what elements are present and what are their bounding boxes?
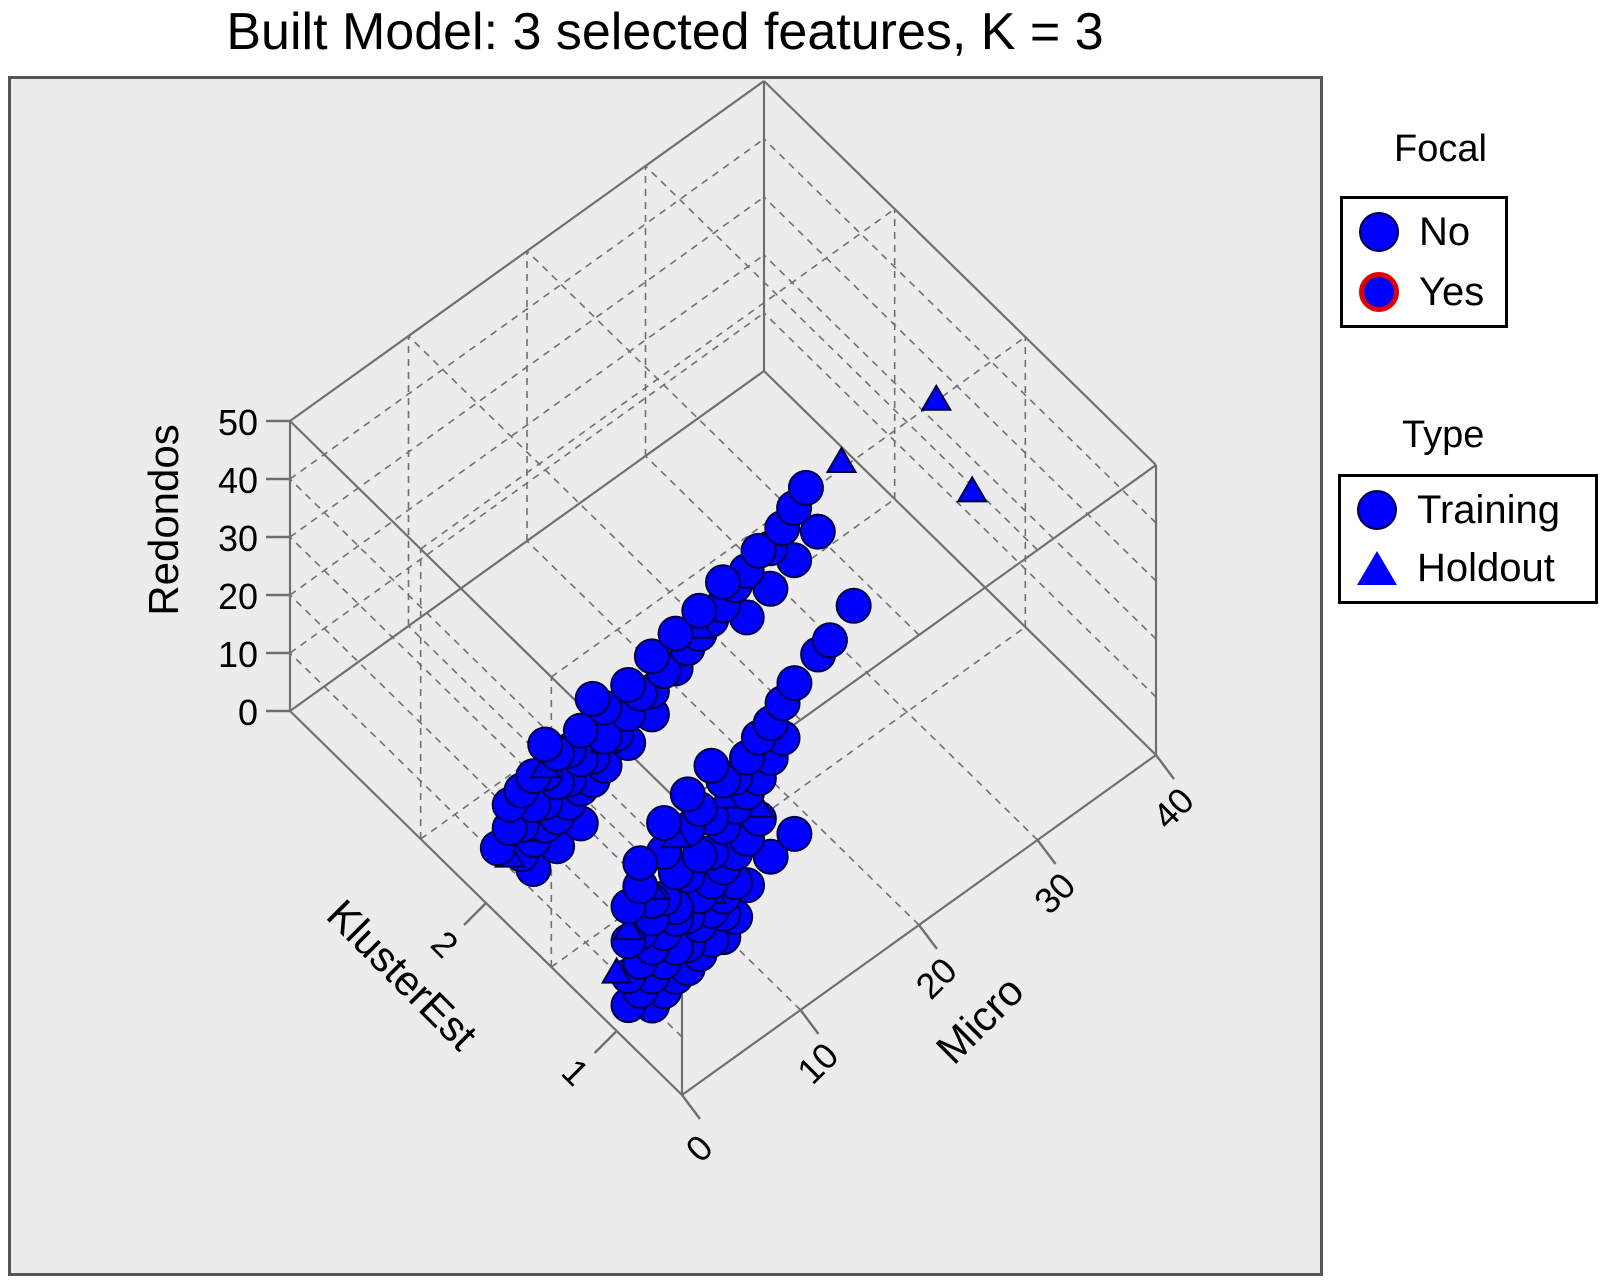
data-point-training (657, 615, 694, 652)
legend-symbol-holdout (1357, 551, 1397, 585)
z-tick-label: 20 (218, 576, 258, 617)
x-tick (799, 1009, 820, 1035)
x-tick-label: 10 (789, 1035, 846, 1092)
z-axis-label: Redondos (140, 424, 187, 615)
grid-line (407, 335, 802, 721)
y-tick (463, 902, 487, 926)
chart-title: Built Model: 3 selected features, K = 3 (226, 3, 1104, 61)
x-tick-label: 30 (1026, 865, 1083, 922)
legend-focal: No Yes (1340, 196, 1508, 328)
data-point-training (811, 622, 848, 659)
box-edge (289, 370, 765, 712)
z-tick-label: 30 (218, 518, 258, 559)
x-tick-label: 40 (1145, 780, 1202, 837)
x-tick-label: 20 (908, 950, 965, 1007)
data-point-training (776, 665, 813, 702)
data-point-holdout (612, 913, 645, 941)
box-edge (289, 80, 765, 422)
legend-type-title: Type (1402, 414, 1485, 456)
x-tick-label: 0 (678, 1127, 721, 1170)
legend-label-yes: Yes (1419, 269, 1485, 314)
grid-line (763, 254, 1157, 640)
grid-line (289, 196, 765, 538)
legend-item-training: Training (1357, 485, 1560, 535)
grid-line (526, 540, 920, 926)
y-axis-label: KlusterEst (318, 890, 487, 1059)
grid-line (420, 208, 896, 550)
data-point-training (527, 726, 564, 763)
data-point-training (646, 805, 683, 841)
y-tick-label: 1 (554, 1051, 597, 1094)
z-tick-label: 10 (218, 634, 258, 675)
x-tick (1155, 754, 1175, 780)
legend-label-no: No (1419, 209, 1471, 254)
data-point-holdout (956, 475, 988, 503)
data-point-training (669, 776, 706, 813)
legend-item-holdout: Holdout (1357, 543, 1555, 593)
legend-symbol-training (1357, 490, 1397, 530)
data-point-training (787, 469, 824, 506)
box-edge (763, 370, 1157, 756)
data-point-training (681, 592, 718, 629)
legend-type: Training Holdout (1338, 474, 1598, 604)
x-tick (918, 924, 938, 950)
grid-line (289, 312, 765, 654)
data-point-training (693, 747, 730, 784)
legend-item-yes: Yes (1359, 267, 1484, 317)
data-point-training (705, 564, 741, 601)
z-tick-label: 50 (218, 402, 258, 443)
legend-symbol-yes (1359, 272, 1399, 312)
box-edge (763, 80, 1157, 466)
grid-line (289, 138, 765, 480)
data-point-training (574, 680, 611, 717)
data-point-training (622, 845, 659, 882)
data-point-holdout (600, 956, 633, 984)
data-point-holdout (920, 383, 953, 411)
y-tick-label: 2 (423, 923, 466, 966)
legend-focal-title: Focal (1394, 128, 1487, 170)
grid-line (289, 254, 765, 596)
legend-item-no: No (1359, 207, 1470, 257)
legend-symbol-no (1359, 212, 1399, 252)
grid-line (763, 196, 1157, 582)
x-tick (1036, 839, 1057, 865)
z-tick-label: 0 (238, 692, 258, 733)
data-point-training (776, 815, 813, 852)
grid-line (526, 250, 920, 636)
data-point-training (740, 532, 777, 569)
data-point-training (610, 667, 647, 703)
data-point-training (562, 712, 599, 749)
data-point-training (799, 513, 836, 550)
grid-line (289, 478, 683, 864)
z-tick-label: 40 (218, 460, 258, 501)
y-tick (593, 1030, 618, 1054)
grid-line (763, 138, 1157, 524)
data-point-holdout (825, 446, 858, 473)
x-tick (681, 1094, 701, 1120)
legend-label-holdout: Holdout (1417, 545, 1555, 590)
data-point-training (835, 587, 872, 624)
legend-label-training: Training (1417, 487, 1561, 532)
grid-line (289, 536, 683, 922)
data-point-training (633, 638, 670, 675)
grid-line (763, 312, 1157, 698)
